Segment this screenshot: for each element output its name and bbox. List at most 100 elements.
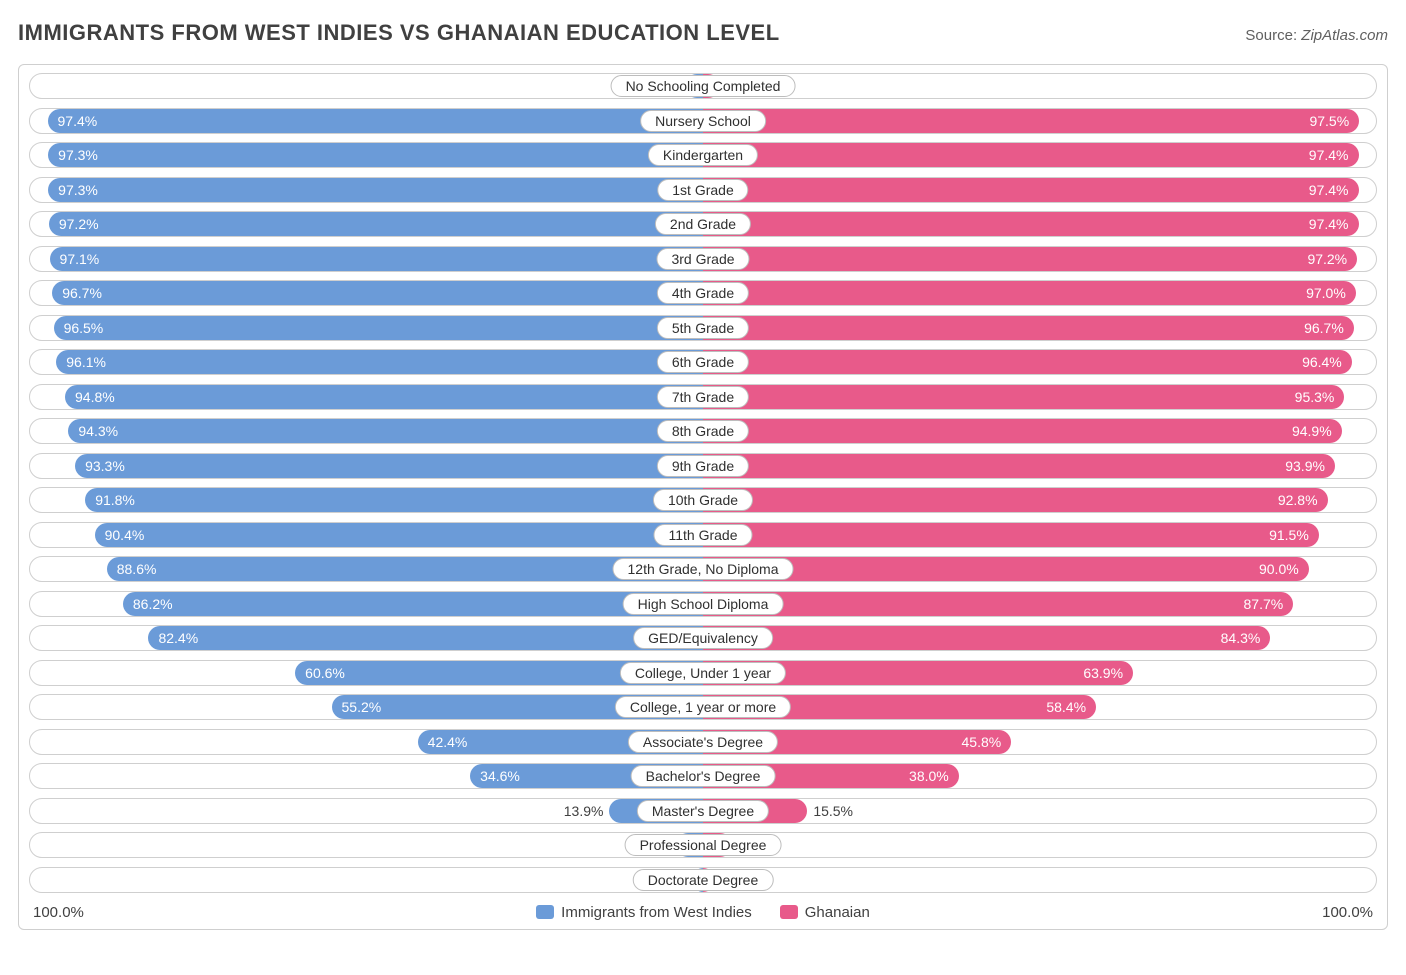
bar-value-left: 88.6%: [107, 561, 167, 577]
bar-left: 86.2%: [123, 592, 703, 616]
source-attribution: Source: ZipAtlas.com: [1245, 27, 1388, 44]
bar-right: 92.8%: [703, 488, 1328, 512]
category-pill: 12th Grade, No Diploma: [613, 558, 794, 580]
bar-right: 96.4%: [703, 350, 1352, 374]
bar-value-right: 96.4%: [1292, 354, 1352, 370]
category-pill: College, 1 year or more: [615, 696, 791, 718]
bar-value-left: 13.9%: [554, 803, 610, 819]
bar-value-left: 96.1%: [56, 354, 116, 370]
category-pill: 1st Grade: [657, 179, 748, 201]
category-pill: Nursery School: [640, 110, 766, 132]
category-pill: Doctorate Degree: [633, 869, 774, 891]
bar-row: 96.7% 97.0% 4th Grade: [29, 280, 1377, 306]
bar-value-left: 42.4%: [418, 734, 478, 750]
bar-right: 91.5%: [703, 523, 1319, 547]
category-pill: Kindergarten: [648, 144, 758, 166]
category-pill: 10th Grade: [653, 489, 753, 511]
bar-value-left: 86.2%: [123, 596, 183, 612]
bar-value-left: 34.6%: [470, 768, 530, 784]
bar-right: 97.2%: [703, 247, 1357, 271]
bar-left: 97.1%: [50, 247, 703, 271]
bar-value-right: 97.2%: [1297, 251, 1357, 267]
bar-row: 2.7%2.6%No Schooling Completed: [29, 73, 1377, 99]
bar-left: 96.5%: [54, 316, 703, 340]
bar-value-left: 96.7%: [52, 285, 112, 301]
category-pill: No Schooling Completed: [611, 75, 796, 97]
bar-value-right: 58.4%: [1036, 699, 1096, 715]
bar-row: 82.4%84.3%GED/Equivalency: [29, 625, 1377, 651]
bar-right: 93.9%: [703, 454, 1335, 478]
legend: Immigrants from West Indies Ghanaian: [536, 904, 870, 921]
legend-label-right: Ghanaian: [805, 904, 870, 921]
bar-row: 94.3% 94.9%8th Grade: [29, 418, 1377, 444]
bar-value-left: 97.4%: [48, 113, 108, 129]
bar-row: 96.1%96.4%6th Grade: [29, 349, 1377, 375]
bar-value-right: 90.0%: [1249, 561, 1309, 577]
source-label: Source:: [1245, 27, 1297, 44]
bar-value-left: 97.1%: [50, 251, 110, 267]
bar-row: 96.5%96.7%5th Grade: [29, 315, 1377, 341]
source-name: ZipAtlas.com: [1301, 27, 1388, 44]
bar-value-right: 97.0%: [1296, 285, 1356, 301]
legend-item-left: Immigrants from West Indies: [536, 904, 752, 921]
bar-right: 96.7%: [703, 316, 1354, 340]
bar-left: 97.4%: [48, 109, 704, 133]
bar-value-right: 38.0%: [899, 768, 959, 784]
bar-value-left: 90.4%: [95, 527, 155, 543]
bar-value-right: 97.4%: [1299, 216, 1359, 232]
category-pill: College, Under 1 year: [620, 662, 786, 684]
bar-right: 94.9%: [703, 419, 1342, 443]
legend-swatch-left: [536, 905, 554, 919]
category-pill: 7th Grade: [657, 386, 749, 408]
bar-row: 97.4% 97.5% Nursery School: [29, 108, 1377, 134]
axis-max-right: 100.0%: [1322, 904, 1373, 921]
axis-max-left: 100.0%: [33, 904, 84, 921]
bar-value-left: 91.8%: [85, 492, 145, 508]
bar-left: 97.2%: [49, 212, 703, 236]
category-pill: 4th Grade: [657, 282, 749, 304]
bar-right: 97.5%: [703, 109, 1359, 133]
bar-row: 93.3%93.9%9th Grade: [29, 453, 1377, 479]
bar-value-right: 97.5%: [1299, 113, 1359, 129]
bar-value-left: 55.2%: [332, 699, 392, 715]
bar-value-right: 45.8%: [952, 734, 1012, 750]
bar-row: 60.6%63.9%College, Under 1 year: [29, 660, 1377, 686]
bar-row: 1.5%1.8%Doctorate Degree: [29, 867, 1377, 893]
bar-left: 90.4%: [95, 523, 703, 547]
bar-left: 91.8%: [85, 488, 703, 512]
chart-footer: 100.0% Immigrants from West Indies Ghana…: [29, 901, 1377, 923]
legend-label-left: Immigrants from West Indies: [561, 904, 752, 921]
bar-left: 96.1%: [56, 350, 703, 374]
bar-row: 90.4% 91.5% 11th Grade: [29, 522, 1377, 548]
bar-row: 42.4% 45.8% Associate's Degree: [29, 729, 1377, 755]
bar-value-left: 96.5%: [54, 320, 114, 336]
legend-item-right: Ghanaian: [780, 904, 870, 921]
category-pill: 9th Grade: [657, 455, 749, 477]
bar-right: 97.0%: [703, 281, 1356, 305]
bar-value-right: 84.3%: [1211, 630, 1271, 646]
bar-value-right: 91.5%: [1259, 527, 1319, 543]
bar-row: 91.8% 92.8%10th Grade: [29, 487, 1377, 513]
bar-value-left: 60.6%: [295, 665, 355, 681]
bar-left: 93.3%: [75, 454, 703, 478]
bar-row: 13.9%15.5%Master's Degree: [29, 798, 1377, 824]
bar-left: 97.3%: [48, 178, 703, 202]
category-pill: Bachelor's Degree: [631, 765, 776, 787]
category-pill: 8th Grade: [657, 420, 749, 442]
category-pill: Professional Degree: [625, 834, 782, 856]
bar-row: 55.2% 58.4% College, 1 year or more: [29, 694, 1377, 720]
bar-value-right: 97.4%: [1299, 147, 1359, 163]
category-pill: 11th Grade: [653, 524, 752, 546]
bar-row: 97.1%97.2%3rd Grade: [29, 246, 1377, 272]
category-pill: Associate's Degree: [628, 731, 778, 753]
bar-row: 97.3%97.4%Kindergarten: [29, 142, 1377, 168]
education-diverging-bar-chart: 2.7%2.6%No Schooling Completed 97.4% 97.5%…: [18, 64, 1388, 930]
bar-right: 84.3%: [703, 626, 1270, 650]
legend-swatch-right: [780, 905, 798, 919]
bar-left: 94.8%: [65, 385, 703, 409]
bar-value-left: 94.8%: [65, 389, 125, 405]
category-pill: GED/Equivalency: [633, 627, 773, 649]
bar-row: 94.8%95.3%7th Grade: [29, 384, 1377, 410]
bar-value-left: 94.3%: [68, 423, 128, 439]
bar-right: 87.7%: [703, 592, 1293, 616]
